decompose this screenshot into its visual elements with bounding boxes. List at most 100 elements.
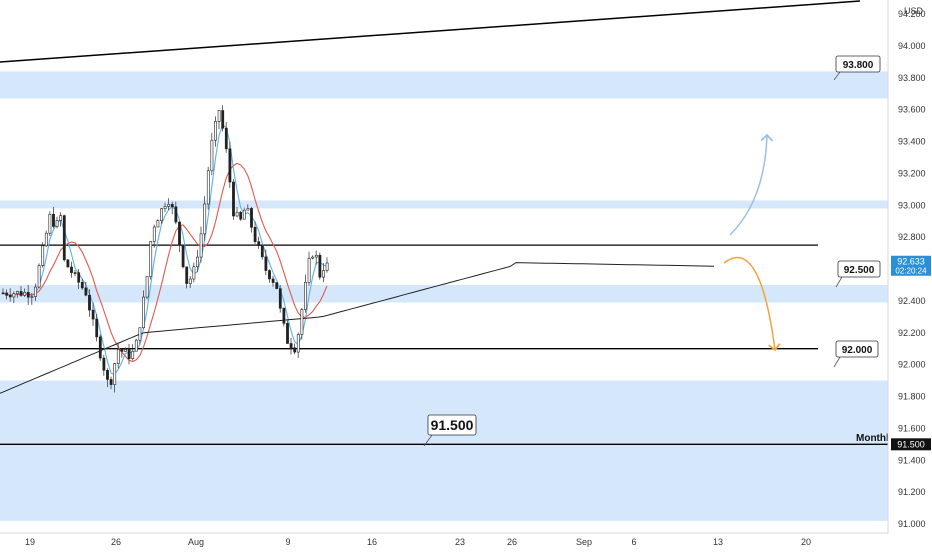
candle-body: [271, 278, 275, 283]
candle-body: [91, 309, 95, 320]
bearish-projection-arrow: [723, 256, 775, 350]
candle-body: [12, 293, 16, 298]
candle-body: [131, 350, 135, 360]
candle-body: [314, 254, 318, 258]
candle-body: [286, 323, 289, 344]
candle-body: [84, 287, 88, 296]
x-tick-label: Aug: [188, 537, 204, 547]
candle-body: [134, 339, 138, 352]
y-tick-label: 91.600: [898, 423, 926, 433]
candle-body: [268, 270, 271, 280]
candle-body: [16, 291, 19, 295]
price-callouts: 93.800 92.500 92.000 91.500 Monthly: [423, 55, 895, 447]
y-tick-label: 91.400: [898, 455, 926, 465]
candle-body: [232, 181, 235, 217]
candle-body: [55, 220, 59, 227]
x-tick-labels: 19 26 Aug 9 16 23 26 Sep 6 13 20: [25, 537, 811, 547]
candle-body: [214, 121, 217, 141]
candle-body: [221, 110, 225, 129]
y-tick-label: 91.000: [898, 519, 926, 529]
y-tick-label: 91.200: [898, 487, 926, 497]
candle-body: [188, 278, 192, 284]
candle-body: [318, 254, 322, 278]
ma-mid-line: [2, 162, 328, 363]
countdown-text: 02:20:24: [895, 267, 927, 276]
x-tick-label: 23: [455, 537, 465, 547]
y-tick-label: 92.400: [898, 296, 926, 306]
candle-body: [192, 266, 196, 280]
y-tick-label: 93.200: [898, 168, 926, 178]
candle-body: [235, 211, 239, 217]
candle-body: [185, 266, 189, 284]
zone-1: [0, 200, 888, 209]
candle-body: [228, 148, 232, 183]
time-axis: 19 26 Aug 9 16 23 26 Sep 6 13 20: [0, 532, 932, 550]
candle-body: [217, 110, 221, 122]
zone-3: [0, 380, 888, 521]
x-tick-label: Sep: [576, 537, 592, 547]
y-tick-label: 94.200: [898, 9, 926, 19]
y-tick-label: 93.800: [898, 73, 926, 83]
candle-body: [257, 241, 261, 246]
callout-label: 93.800: [843, 60, 874, 71]
candle-body: [62, 215, 66, 261]
candle-body: [19, 291, 23, 296]
candle-body: [106, 370, 109, 380]
candle-body: [149, 241, 153, 277]
x-tick-label: 26: [111, 537, 121, 547]
trendline: [0, 0, 861, 63]
candle-body: [8, 295, 12, 298]
y-tick-label: 94.000: [898, 41, 926, 51]
candle-body: [253, 226, 257, 242]
candle-body: [178, 221, 181, 246]
candle-body: [199, 233, 203, 258]
price-axis: USD 94.200 94.000 93.800 93.600 93.400 93.200…: [887, 0, 932, 533]
candle-body: [203, 203, 207, 235]
candle-body: [325, 262, 329, 271]
candle-body: [124, 349, 127, 352]
moving-averages: [0, 124, 715, 394]
callout-label: 91.500: [431, 417, 474, 433]
candle-body: [127, 349, 131, 360]
candle-body: [206, 170, 210, 205]
candle-body: [167, 204, 171, 207]
candle-body: [250, 208, 253, 228]
candle-body: [88, 294, 91, 311]
x-tick-label: 26: [507, 537, 517, 547]
candle-body: [95, 318, 99, 338]
ma-long-line: [0, 262, 715, 394]
support-resistance-zones: [0, 71, 888, 521]
callout-label: 92.500: [844, 265, 875, 276]
bullish-projection-arrow: [729, 135, 767, 236]
candle-body: [160, 208, 163, 221]
candle-body: [260, 245, 264, 258]
candle-body: [163, 206, 167, 210]
candle-body: [242, 209, 246, 220]
y-tick-label: 93.000: [898, 200, 926, 210]
monthly-price-text: 91.500: [897, 439, 925, 449]
current-price-tag: [891, 255, 931, 276]
candle-body: [30, 296, 34, 298]
candle-body: [289, 343, 293, 349]
candle-body: [322, 270, 325, 278]
callout-2: 92.000: [833, 340, 879, 368]
candle-body: [26, 292, 30, 298]
candle-body: [66, 259, 70, 268]
candle-body: [278, 288, 282, 309]
x-tick-label: 20: [801, 537, 811, 547]
candle-body: [246, 208, 250, 211]
candle-body: [1, 292, 5, 295]
candle-body: [282, 307, 286, 324]
candle-body: [210, 139, 214, 172]
candle-body: [109, 379, 113, 385]
candle-body: [102, 357, 106, 371]
zone-0: [0, 71, 888, 99]
candle-body: [98, 336, 102, 359]
candle-body: [170, 204, 174, 208]
candle-body: [23, 292, 27, 296]
x-tick-label: 9: [285, 537, 290, 547]
candle-body: [156, 220, 160, 228]
candle-body: [296, 334, 300, 353]
